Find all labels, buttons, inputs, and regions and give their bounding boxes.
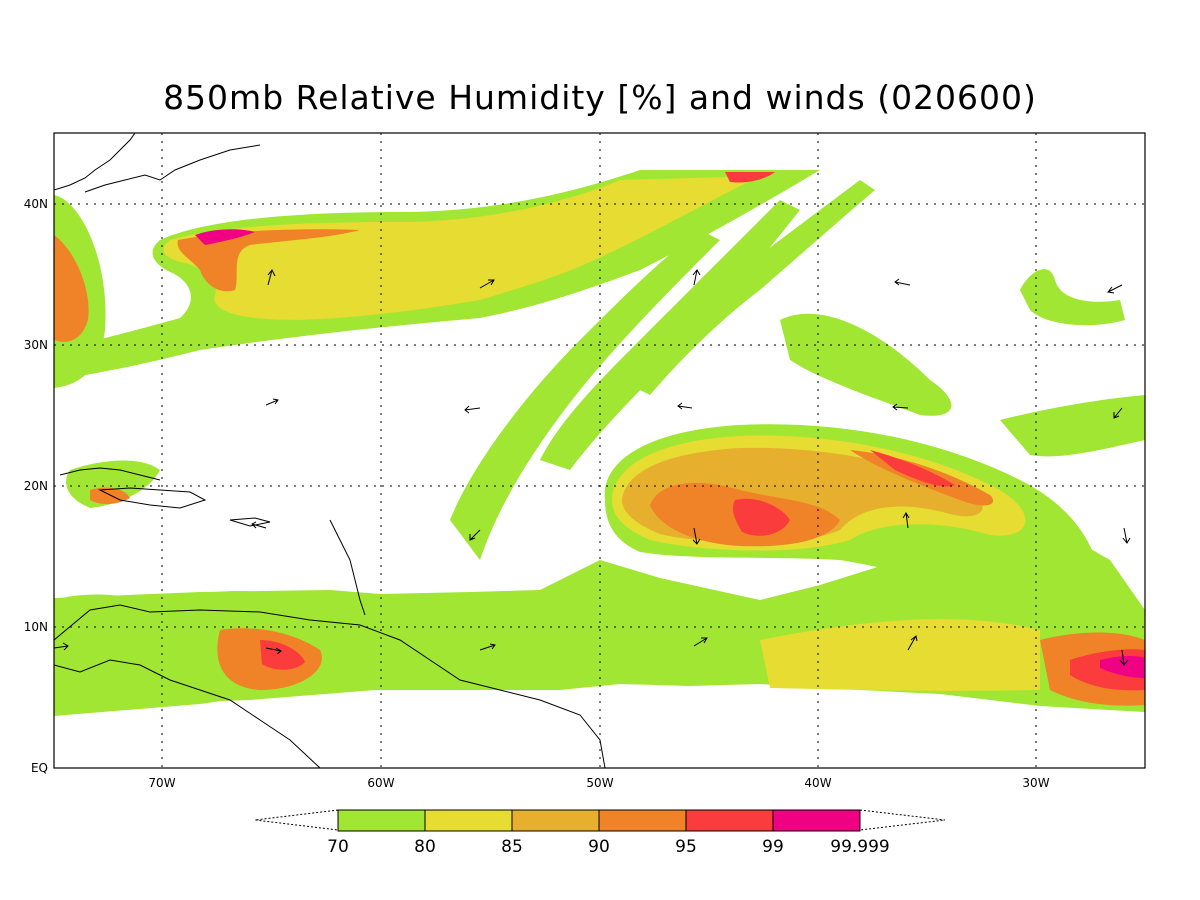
map-frame bbox=[53, 132, 1146, 769]
lon-label-30w: 30W bbox=[1022, 776, 1049, 790]
map-title: 850mb Relative Humidity [%] and winds (0… bbox=[163, 78, 1037, 117]
rh70-streak-1 bbox=[450, 230, 720, 560]
wind-vectors bbox=[53, 269, 1131, 666]
wind-arrow bbox=[1113, 407, 1123, 419]
rh95-north-top bbox=[725, 172, 775, 183]
wind-arrow bbox=[265, 398, 279, 406]
wind-arrow bbox=[693, 637, 708, 647]
y-axis-labels: 40N 30N 20N 10N EQ bbox=[24, 197, 48, 775]
coast-lesser-antilles bbox=[329, 519, 366, 616]
coast-north-america bbox=[54, 133, 136, 191]
x-axis-labels: 70W 60W 50W 40W 30W bbox=[148, 776, 1049, 790]
rh70-east-hook bbox=[1020, 269, 1125, 326]
coast-cuba bbox=[59, 467, 161, 481]
colorbar-right-extension bbox=[859, 809, 946, 831]
coast-south-america bbox=[54, 604, 606, 768]
colorbar-swatch bbox=[424, 809, 513, 832]
wind-arrow bbox=[894, 278, 911, 286]
coast-central-america bbox=[54, 659, 321, 768]
colorbar-level-90: 90 bbox=[588, 837, 610, 857]
wind-arrow bbox=[1122, 527, 1131, 544]
colorbar-level-95: 95 bbox=[675, 837, 697, 857]
rh95-caribbean bbox=[260, 640, 305, 670]
coast-puerto-rico bbox=[229, 517, 271, 527]
wind-arrow bbox=[892, 403, 909, 411]
colorbar-swatch bbox=[511, 809, 600, 832]
coast-new-england bbox=[84, 144, 261, 193]
wind-arrow bbox=[479, 643, 496, 651]
coastlines bbox=[54, 133, 606, 768]
wind-arrow bbox=[53, 642, 69, 651]
lon-label-50w: 50W bbox=[586, 776, 613, 790]
colorbar-left-extension bbox=[254, 809, 339, 831]
wind-arrow bbox=[1119, 649, 1129, 666]
wind-arrow bbox=[464, 405, 481, 414]
lon-label-40w: 40W bbox=[804, 776, 831, 790]
lat-label-eq: EQ bbox=[31, 761, 48, 775]
rh70-streak-3 bbox=[620, 180, 875, 395]
rh70-northeast-patch bbox=[780, 313, 952, 416]
wind-arrow bbox=[692, 527, 701, 545]
wind-arrow bbox=[251, 521, 267, 529]
wind-arrow bbox=[902, 512, 910, 529]
wind-arrow bbox=[265, 647, 282, 655]
colorbar-level-70: 70 bbox=[327, 837, 349, 857]
colorbar-swatch bbox=[772, 809, 861, 832]
wind-arrow bbox=[479, 279, 495, 289]
coast-hispaniola bbox=[98, 487, 207, 509]
colorbar-swatch bbox=[337, 809, 426, 832]
rh70-hispaniola bbox=[66, 460, 160, 508]
rh90-northern-band bbox=[177, 229, 360, 292]
colorbar-swatch bbox=[598, 809, 687, 832]
colorbar: 70 80 85 90 95 99 99.999 bbox=[254, 809, 946, 857]
wind-arrow bbox=[267, 269, 276, 286]
colorbar-level-85: 85 bbox=[501, 837, 523, 857]
lat-label-30n: 30N bbox=[24, 338, 48, 352]
lat-label-20n: 20N bbox=[24, 479, 48, 493]
rh90-west-edge bbox=[54, 235, 89, 342]
rh99-southeast bbox=[1100, 655, 1145, 678]
wind-arrow bbox=[1107, 284, 1123, 294]
lat-label-40n: 40N bbox=[24, 197, 48, 211]
lon-label-70w: 70W bbox=[148, 776, 175, 790]
wind-arrow bbox=[907, 635, 918, 651]
colorbar-level-99999: 99.999 bbox=[830, 837, 889, 857]
lon-label-60w: 60W bbox=[367, 776, 394, 790]
humidity-field bbox=[54, 170, 1145, 716]
wind-arrow bbox=[677, 402, 693, 410]
rh70-east-streak bbox=[1000, 395, 1145, 457]
colorbar-swatch bbox=[685, 809, 774, 832]
rh80-south-belt bbox=[760, 619, 1040, 691]
wind-arrow bbox=[469, 529, 481, 541]
rh80-northern-band bbox=[163, 176, 760, 320]
rh99-northern-core bbox=[195, 229, 255, 245]
rh95-hurricane bbox=[732, 450, 955, 536]
lat-label-10n: 10N bbox=[24, 620, 48, 634]
colorbar-level-99: 99 bbox=[762, 837, 784, 857]
colorbar-level-80: 80 bbox=[414, 837, 436, 857]
grid-lines bbox=[54, 133, 1145, 768]
wind-arrow bbox=[692, 269, 701, 286]
